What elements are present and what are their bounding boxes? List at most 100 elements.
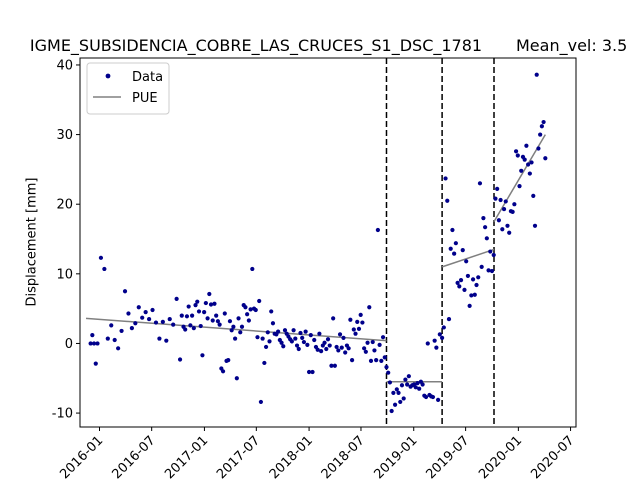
data-point (493, 196, 498, 201)
x-tick-label: 2018-07 (319, 433, 368, 480)
data-point (245, 312, 250, 317)
data-point (389, 408, 394, 414)
data-point (263, 344, 269, 350)
data-point (477, 181, 483, 186)
data-point (129, 326, 134, 331)
data-point (91, 341, 97, 346)
data-point (236, 316, 241, 321)
data-point (140, 315, 145, 320)
data-point (243, 305, 248, 310)
data-point (368, 358, 374, 363)
data-point (469, 293, 474, 298)
data-point (215, 319, 221, 324)
data-point (255, 335, 260, 340)
data-point (319, 349, 324, 354)
data-point (394, 387, 399, 392)
data-point (513, 149, 519, 154)
data-point (293, 336, 298, 341)
data-point (195, 299, 200, 304)
data-point (519, 168, 524, 173)
data-point (512, 202, 517, 207)
data-point (464, 259, 469, 264)
data-point (534, 72, 539, 77)
y-axis: -10 0 10 20 30 40 (52, 58, 80, 422)
data-point (501, 206, 507, 212)
data-point (437, 332, 442, 337)
data-point (375, 227, 380, 233)
data-point (457, 284, 462, 289)
data-point (476, 275, 481, 280)
data-point (465, 273, 471, 279)
data-point (460, 248, 465, 253)
data-point (174, 296, 179, 301)
data-point (231, 324, 236, 329)
data-point (472, 292, 477, 297)
data-point (387, 380, 393, 385)
data-point (205, 316, 210, 321)
data-point (536, 146, 541, 151)
y-axis-title: Displacement [mm] (25, 178, 40, 307)
data-point (496, 218, 501, 223)
data-point (446, 316, 452, 322)
data-point (524, 143, 529, 148)
data-point (143, 310, 148, 315)
data-point (483, 225, 488, 230)
x-axis: 2016-01 2016-07 2017-01 2017-07 2018-01 2018-… (57, 427, 577, 480)
data-point (479, 264, 484, 269)
breakpoint-lines (385, 58, 495, 427)
data-point (270, 321, 276, 326)
data-point (258, 399, 264, 405)
data-point (413, 385, 418, 390)
data-point (450, 227, 455, 233)
data-point (150, 307, 155, 313)
data-point (391, 390, 396, 395)
data-point (105, 336, 110, 341)
plot-frame (79, 57, 577, 428)
data-point (358, 312, 363, 318)
data-point (398, 399, 403, 405)
data-point (341, 335, 346, 340)
data-point (417, 386, 422, 391)
data-point (267, 339, 272, 344)
data-point (448, 246, 453, 251)
data-point (505, 223, 510, 228)
data-point (452, 251, 457, 256)
data-point (276, 329, 281, 334)
data-point (93, 361, 98, 366)
data-point (455, 280, 460, 285)
data-point (443, 176, 448, 181)
data-point (346, 346, 351, 351)
data-point (372, 348, 377, 353)
data-point (507, 230, 512, 235)
data-point (331, 316, 336, 321)
data-point (432, 338, 437, 343)
data-point (526, 162, 531, 167)
data-point (200, 353, 205, 358)
data-point (384, 365, 389, 370)
data-point (332, 363, 337, 368)
data-point (220, 369, 226, 374)
data-point (467, 303, 472, 308)
data-point (305, 342, 310, 347)
data-point (356, 326, 362, 331)
x-tick-label: 2016-01 (57, 433, 106, 480)
x-tick-label: 2019-07 (423, 433, 472, 480)
data-point (246, 318, 251, 323)
data-point (484, 236, 489, 241)
data-point (196, 309, 202, 314)
data-point (102, 266, 107, 272)
data-point (517, 184, 522, 189)
data-point (498, 197, 503, 203)
data-point (291, 328, 296, 333)
data-point (227, 319, 233, 324)
data-point (405, 382, 410, 387)
data-point (306, 369, 312, 375)
data-point (399, 383, 405, 388)
data-points (88, 72, 548, 414)
data-point (441, 325, 446, 330)
data-point (265, 330, 270, 335)
data-point (260, 336, 265, 341)
data-point (324, 346, 329, 352)
data-point (222, 311, 227, 316)
data-point (90, 332, 95, 338)
